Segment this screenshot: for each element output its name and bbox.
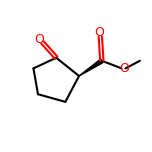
Text: O: O (34, 33, 44, 46)
Text: O: O (119, 62, 129, 75)
Text: O: O (95, 26, 104, 39)
Polygon shape (79, 59, 103, 76)
